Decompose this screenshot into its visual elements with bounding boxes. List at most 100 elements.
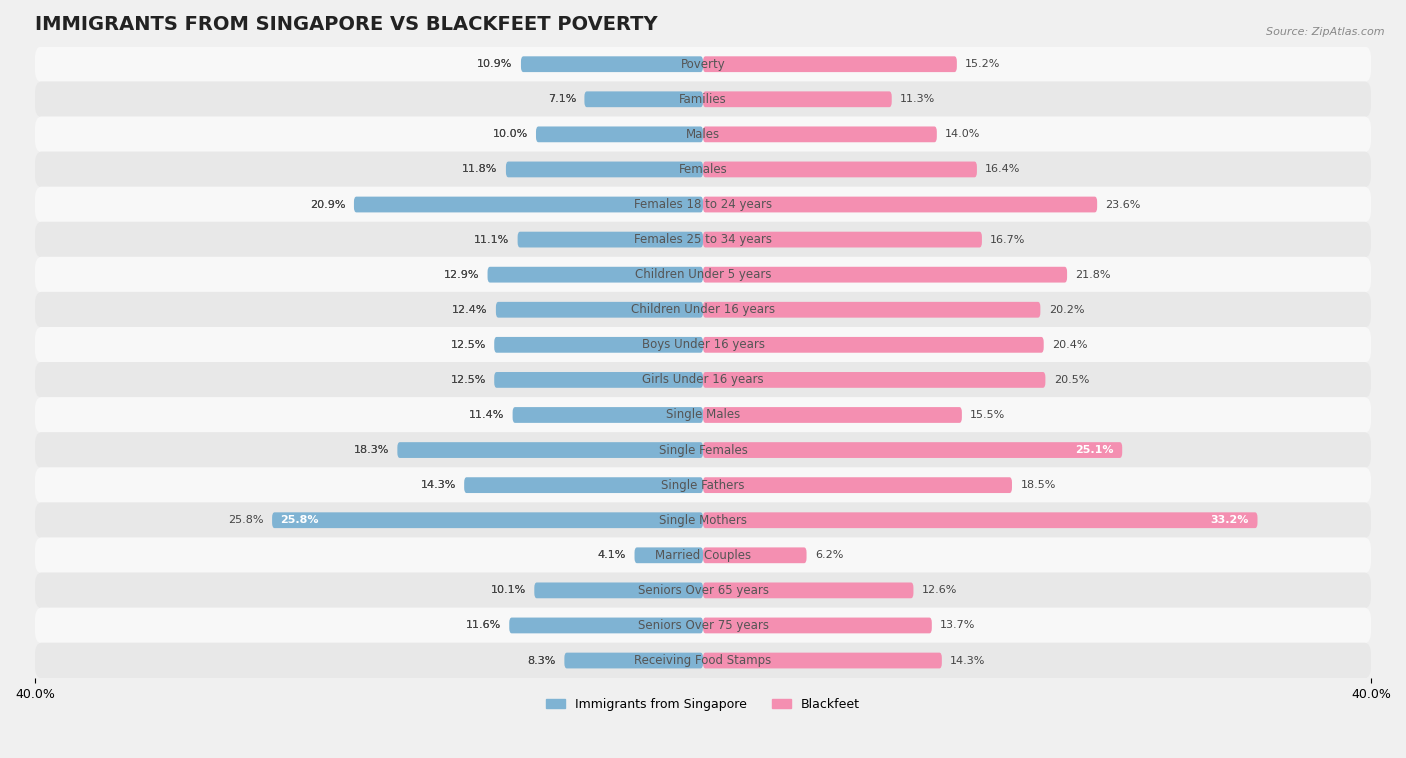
Text: 10.1%: 10.1% <box>491 585 526 595</box>
FancyBboxPatch shape <box>35 152 1371 187</box>
Text: 4.1%: 4.1% <box>598 550 626 560</box>
FancyBboxPatch shape <box>35 643 1371 678</box>
FancyBboxPatch shape <box>585 92 703 107</box>
Text: 10.0%: 10.0% <box>492 130 527 139</box>
Legend: Immigrants from Singapore, Blackfeet: Immigrants from Singapore, Blackfeet <box>541 693 865 716</box>
FancyBboxPatch shape <box>703 92 891 107</box>
Text: 12.9%: 12.9% <box>444 270 479 280</box>
Text: 11.3%: 11.3% <box>900 94 935 105</box>
FancyBboxPatch shape <box>506 161 703 177</box>
Text: 20.4%: 20.4% <box>1052 340 1088 350</box>
Text: IMMIGRANTS FROM SINGAPORE VS BLACKFEET POVERTY: IMMIGRANTS FROM SINGAPORE VS BLACKFEET P… <box>35 15 658 34</box>
Text: 21.8%: 21.8% <box>1076 270 1111 280</box>
Text: 10.9%: 10.9% <box>477 59 513 69</box>
FancyBboxPatch shape <box>35 257 1371 293</box>
Text: Males: Males <box>686 128 720 141</box>
Text: 11.8%: 11.8% <box>463 164 498 174</box>
Text: 7.1%: 7.1% <box>548 94 576 105</box>
Text: Females: Females <box>679 163 727 176</box>
Text: Seniors Over 65 years: Seniors Over 65 years <box>637 584 769 597</box>
FancyBboxPatch shape <box>703 442 1122 458</box>
FancyBboxPatch shape <box>35 186 1371 222</box>
Text: Females 25 to 34 years: Females 25 to 34 years <box>634 233 772 246</box>
FancyBboxPatch shape <box>35 467 1371 503</box>
Text: 10.9%: 10.9% <box>477 59 513 69</box>
Text: Source: ZipAtlas.com: Source: ZipAtlas.com <box>1267 27 1385 36</box>
Text: 11.1%: 11.1% <box>474 234 509 245</box>
Text: 18.3%: 18.3% <box>354 445 389 455</box>
FancyBboxPatch shape <box>534 582 703 598</box>
Text: 20.2%: 20.2% <box>1049 305 1084 315</box>
FancyBboxPatch shape <box>703 196 1097 212</box>
FancyBboxPatch shape <box>703 478 1012 493</box>
Text: 10.1%: 10.1% <box>491 585 526 595</box>
Text: 7.1%: 7.1% <box>548 94 576 105</box>
FancyBboxPatch shape <box>703 267 1067 283</box>
Text: Single Females: Single Females <box>658 443 748 456</box>
Text: 12.4%: 12.4% <box>453 305 488 315</box>
Text: Poverty: Poverty <box>681 58 725 70</box>
Text: 11.4%: 11.4% <box>468 410 505 420</box>
FancyBboxPatch shape <box>35 362 1371 398</box>
FancyBboxPatch shape <box>703 547 807 563</box>
Text: 11.4%: 11.4% <box>468 410 505 420</box>
FancyBboxPatch shape <box>35 117 1371 152</box>
FancyBboxPatch shape <box>35 397 1371 433</box>
Text: 14.3%: 14.3% <box>950 656 986 666</box>
Text: Children Under 5 years: Children Under 5 years <box>634 268 772 281</box>
Text: 10.0%: 10.0% <box>492 130 527 139</box>
FancyBboxPatch shape <box>35 503 1371 538</box>
FancyBboxPatch shape <box>35 432 1371 468</box>
Text: 18.5%: 18.5% <box>1021 480 1056 490</box>
FancyBboxPatch shape <box>703 161 977 177</box>
Text: 11.6%: 11.6% <box>465 621 501 631</box>
Text: 12.9%: 12.9% <box>444 270 479 280</box>
Text: Married Couples: Married Couples <box>655 549 751 562</box>
Text: Single Males: Single Males <box>666 409 740 421</box>
Text: 16.7%: 16.7% <box>990 234 1025 245</box>
Text: Single Mothers: Single Mothers <box>659 514 747 527</box>
Text: 8.3%: 8.3% <box>527 656 555 666</box>
FancyBboxPatch shape <box>35 46 1371 82</box>
Text: 25.8%: 25.8% <box>228 515 264 525</box>
Text: Boys Under 16 years: Boys Under 16 years <box>641 338 765 351</box>
Text: 12.5%: 12.5% <box>450 340 486 350</box>
FancyBboxPatch shape <box>464 478 703 493</box>
FancyBboxPatch shape <box>273 512 703 528</box>
FancyBboxPatch shape <box>703 582 914 598</box>
Text: 16.4%: 16.4% <box>986 164 1021 174</box>
Text: 6.2%: 6.2% <box>815 550 844 560</box>
FancyBboxPatch shape <box>35 81 1371 117</box>
FancyBboxPatch shape <box>35 572 1371 608</box>
Text: 20.5%: 20.5% <box>1053 375 1090 385</box>
FancyBboxPatch shape <box>495 337 703 352</box>
Text: 13.7%: 13.7% <box>941 621 976 631</box>
Text: 25.8%: 25.8% <box>280 515 319 525</box>
FancyBboxPatch shape <box>703 372 1046 388</box>
FancyBboxPatch shape <box>703 407 962 423</box>
Text: 33.2%: 33.2% <box>1211 515 1249 525</box>
Text: 12.5%: 12.5% <box>450 340 486 350</box>
Text: 15.2%: 15.2% <box>965 59 1001 69</box>
FancyBboxPatch shape <box>513 407 703 423</box>
FancyBboxPatch shape <box>35 327 1371 363</box>
FancyBboxPatch shape <box>703 302 1040 318</box>
Text: Single Fathers: Single Fathers <box>661 478 745 492</box>
FancyBboxPatch shape <box>703 618 932 634</box>
FancyBboxPatch shape <box>703 56 957 72</box>
FancyBboxPatch shape <box>398 442 703 458</box>
Text: 8.3%: 8.3% <box>527 656 555 666</box>
Text: 25.1%: 25.1% <box>1076 445 1114 455</box>
Text: Families: Families <box>679 92 727 106</box>
Text: Children Under 16 years: Children Under 16 years <box>631 303 775 316</box>
FancyBboxPatch shape <box>522 56 703 72</box>
FancyBboxPatch shape <box>35 221 1371 258</box>
Text: 15.5%: 15.5% <box>970 410 1005 420</box>
FancyBboxPatch shape <box>703 512 1257 528</box>
FancyBboxPatch shape <box>495 372 703 388</box>
FancyBboxPatch shape <box>35 608 1371 644</box>
FancyBboxPatch shape <box>354 196 703 212</box>
Text: 11.1%: 11.1% <box>474 234 509 245</box>
FancyBboxPatch shape <box>703 127 936 143</box>
FancyBboxPatch shape <box>703 337 1043 352</box>
